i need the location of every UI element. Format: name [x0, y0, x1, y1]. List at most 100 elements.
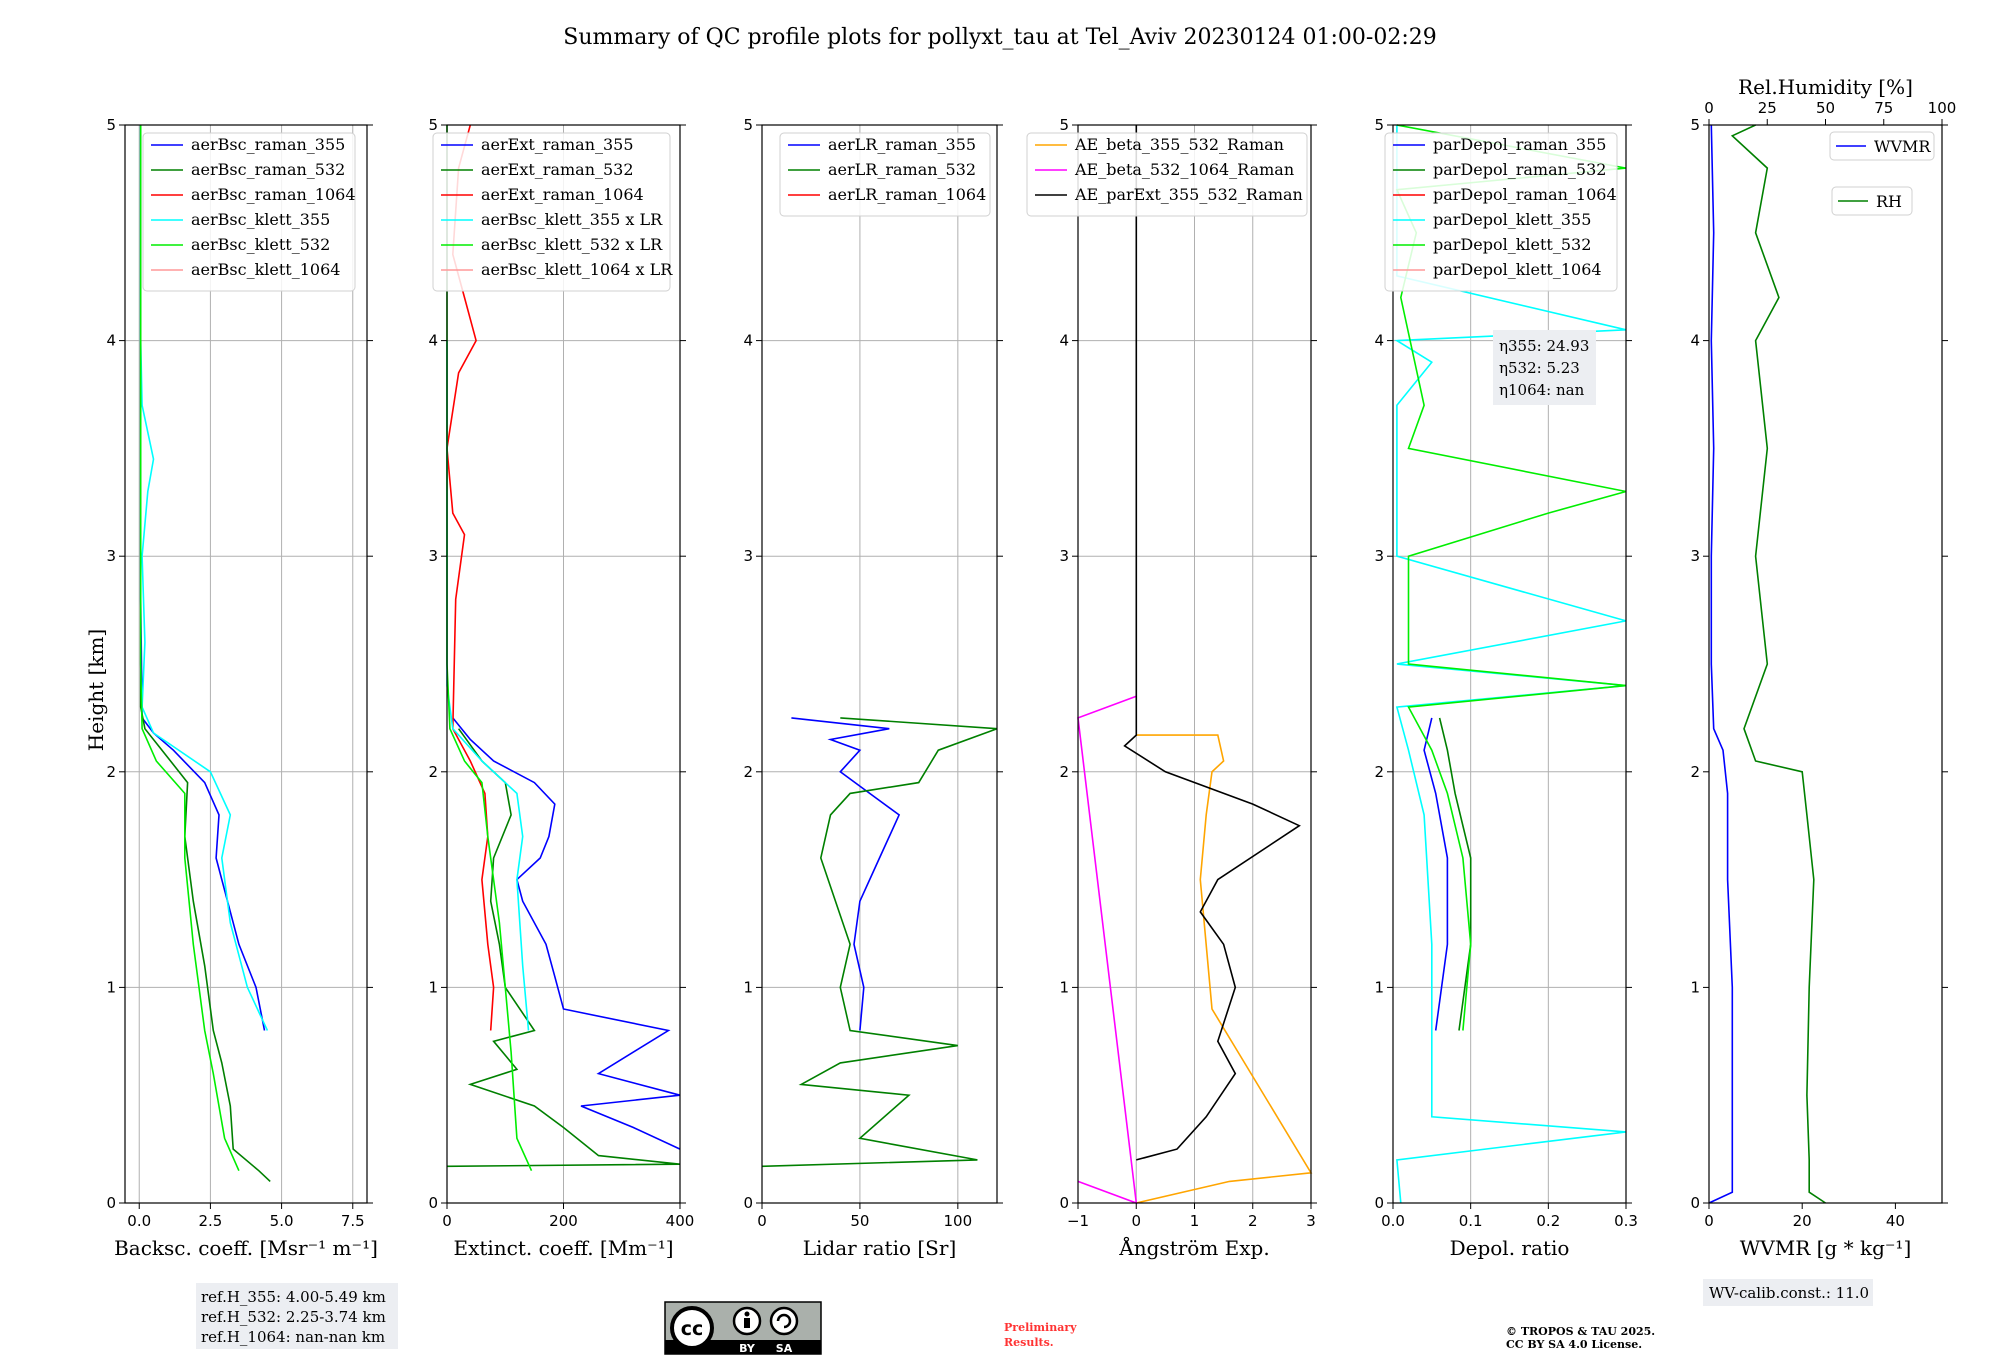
series-line-aerLR_raman_532 [761, 717, 998, 1168]
y-tick-label: 5 [1374, 116, 1384, 134]
x-tick-label: 0 [757, 1212, 767, 1230]
y-tick-label: 3 [1059, 547, 1069, 565]
y-tick-label: 3 [743, 547, 753, 565]
legend-entry: parDepol_klett_532 [1433, 235, 1591, 254]
y-tick-label: 4 [428, 332, 438, 350]
copyright-note: © TROPOS & TAU 2025. CC BY SA 4.0 Licens… [1506, 1325, 1655, 1351]
top-x-tick-label: 25 [1758, 99, 1777, 117]
x-tick-label: 0 [1704, 1212, 1714, 1230]
ref-height-box: ref.H_355: 4.00-5.49 km ref.H_532: 2.25-… [196, 1283, 398, 1349]
legend-entry: aerExt_raman_1064 [481, 185, 644, 204]
x-axis-label: Depol. ratio [1450, 1236, 1570, 1260]
preliminary-note: Preliminary Results. [1004, 1321, 1077, 1349]
ref-height-532: ref.H_532: 2.25-3.74 km [201, 1308, 386, 1326]
top-x-tick-label: 75 [1874, 99, 1893, 117]
y-tick-label: 2 [106, 763, 116, 781]
ref-height-355: ref.H_355: 4.00-5.49 km [201, 1288, 386, 1306]
copyright-line-2: CC BY SA 4.0 License. [1506, 1338, 1642, 1351]
y-tick-label: 1 [1374, 978, 1384, 996]
legend-entry: AE_beta_355_532_Raman [1074, 135, 1284, 154]
x-tick-label: 1 [1190, 1212, 1200, 1230]
legend-entry: aerBsc_klett_532 x LR [481, 235, 663, 254]
panel-5: 0.0 0.1 0.2 0.3 0 1 2 3 4 5 Depol. ratio parDepol_r… [1374, 116, 1637, 1260]
x-tick-label: 0.3 [1614, 1212, 1638, 1230]
legend-entry: parDepol_klett_1064 [1433, 260, 1602, 279]
legend: aerLR_raman_355 aerLR_raman_532 aerLR_rama… [779, 132, 991, 217]
series-line-AE_parExt_355_532_Raman [1123, 125, 1301, 1161]
top-x-axis-label: Rel.Humidity [%] [1738, 75, 1913, 99]
panel-2: 0 200 400 0 1 2 3 4 5 Extinct. coeff. [Mm⁻¹] aerEx… [428, 116, 694, 1260]
series-line-RH [1730, 124, 1826, 1204]
top-x-tick-label: 0 [1704, 99, 1714, 117]
series-line-AE_beta_532_1064_Raman [1077, 695, 1138, 1205]
legend-entry: parDepol_raman_1064 [1433, 185, 1617, 204]
y-tick-label: 1 [106, 978, 116, 996]
legend-entry: aerBsc_raman_1064 [191, 185, 356, 204]
preliminary-line-1: Preliminary [1004, 1321, 1077, 1334]
x-tick-label: 2.5 [198, 1212, 222, 1230]
legend-entry: aerBsc_klett_355 x LR [481, 210, 663, 229]
ref-height-box-bg [196, 1283, 398, 1349]
preliminary-line-2: Results. [1004, 1336, 1054, 1349]
x-tick-label: 0.0 [127, 1212, 151, 1230]
legend-entry: aerExt_raman_532 [481, 160, 634, 179]
x-axis-label: Backsc. coeff. [Msr⁻¹ m⁻¹] [114, 1236, 378, 1260]
legend-entry: AE_parExt_355_532_Raman [1074, 185, 1303, 204]
panel-6: 0 20 40 0 1 2 3 4 5 WVMR [g * kg⁻¹] 0 25 50 75 100 Rel.… [1690, 75, 1956, 1260]
y-tick-label: 4 [1690, 332, 1700, 350]
by-person-icon-head [744, 1311, 750, 1317]
x-tick-label: 0.0 [1381, 1212, 1405, 1230]
y-tick-label: 0 [428, 1194, 438, 1212]
legend-entry: aerBsc_klett_1064 x LR [481, 260, 673, 279]
y-tick-label: 5 [428, 116, 438, 134]
series-line-aerLR_raman_355 [791, 717, 901, 1031]
y-tick-label: 4 [743, 332, 753, 350]
series-line-parDepol_raman_355 [1423, 717, 1449, 1031]
legend-box [1026, 132, 1308, 217]
series-line-WVMR [1708, 124, 1734, 1204]
series-line-aerBsc_klett_532 [139, 125, 240, 1172]
sa-share-icon [769, 1306, 799, 1336]
legend-entry: parDepol_raman_355 [1433, 135, 1606, 154]
series-line-aerBsc_klett_355 x LR [446, 340, 530, 1031]
wv-calib-const: WV-calib.const.: 11.0 [1709, 1284, 1869, 1302]
depol-annotation: η532: 5.23 [1499, 359, 1580, 377]
y-tick-label: 0 [1374, 1194, 1384, 1212]
legend-box [1831, 186, 1913, 216]
depol-annotation: η355: 24.93 [1499, 337, 1589, 355]
y-tick-label: 0 [1059, 1194, 1069, 1212]
legend-entry: parDepol_raman_532 [1433, 160, 1606, 179]
legend-entry: aerLR_raman_1064 [828, 185, 986, 204]
x-tick-label: 40 [1886, 1212, 1905, 1230]
x-tick-label: 400 [666, 1212, 695, 1230]
y-tick-label: 3 [106, 547, 116, 565]
y-tick-label: 5 [1059, 116, 1069, 134]
y-tick-label: 5 [106, 116, 116, 134]
x-tick-label: 3 [1306, 1212, 1316, 1230]
y-tick-label: 4 [1374, 332, 1384, 350]
legend-entry: aerBsc_klett_532 [191, 235, 330, 254]
top-x-tick-label: 100 [1928, 99, 1957, 117]
legend-entry: WVMR [1874, 137, 1931, 156]
x-tick-label: 20 [1793, 1212, 1812, 1230]
depol-annotation: η1064: nan [1499, 381, 1585, 399]
y-tick-label: 2 [743, 763, 753, 781]
x-tick-label: 0.1 [1459, 1212, 1483, 1230]
x-axis-label: Extinct. coeff. [Mm⁻¹] [453, 1236, 673, 1260]
panels: 0.0 2.5 5.0 7.5 0 1 2 3 4 5 Backsc. coeff. [Msr⁻¹ … [106, 75, 1956, 1260]
x-tick-label: 7.5 [341, 1212, 365, 1230]
legend: parDepol_raman_355 parDepol_raman_532 parD… [1384, 132, 1618, 292]
y-tick-label: 1 [428, 978, 438, 996]
legend-box [1384, 132, 1618, 292]
panel-1: 0.0 2.5 5.0 7.5 0 1 2 3 4 5 Backsc. coeff. [Msr⁻¹ … [106, 116, 377, 1260]
x-tick-label: 200 [549, 1212, 578, 1230]
depol-annotation-bg [1493, 330, 1596, 405]
legend-entry: parDepol_klett_355 [1433, 210, 1591, 229]
legend-entry: aerBsc_raman_532 [191, 160, 345, 179]
y-tick-label: 2 [1374, 763, 1384, 781]
y-tick-label: 4 [106, 332, 116, 350]
legend-entry: aerBsc_klett_1064 [191, 260, 340, 279]
sa-share-icon-arrow [776, 1313, 792, 1329]
y-tick-label: 1 [743, 978, 753, 996]
